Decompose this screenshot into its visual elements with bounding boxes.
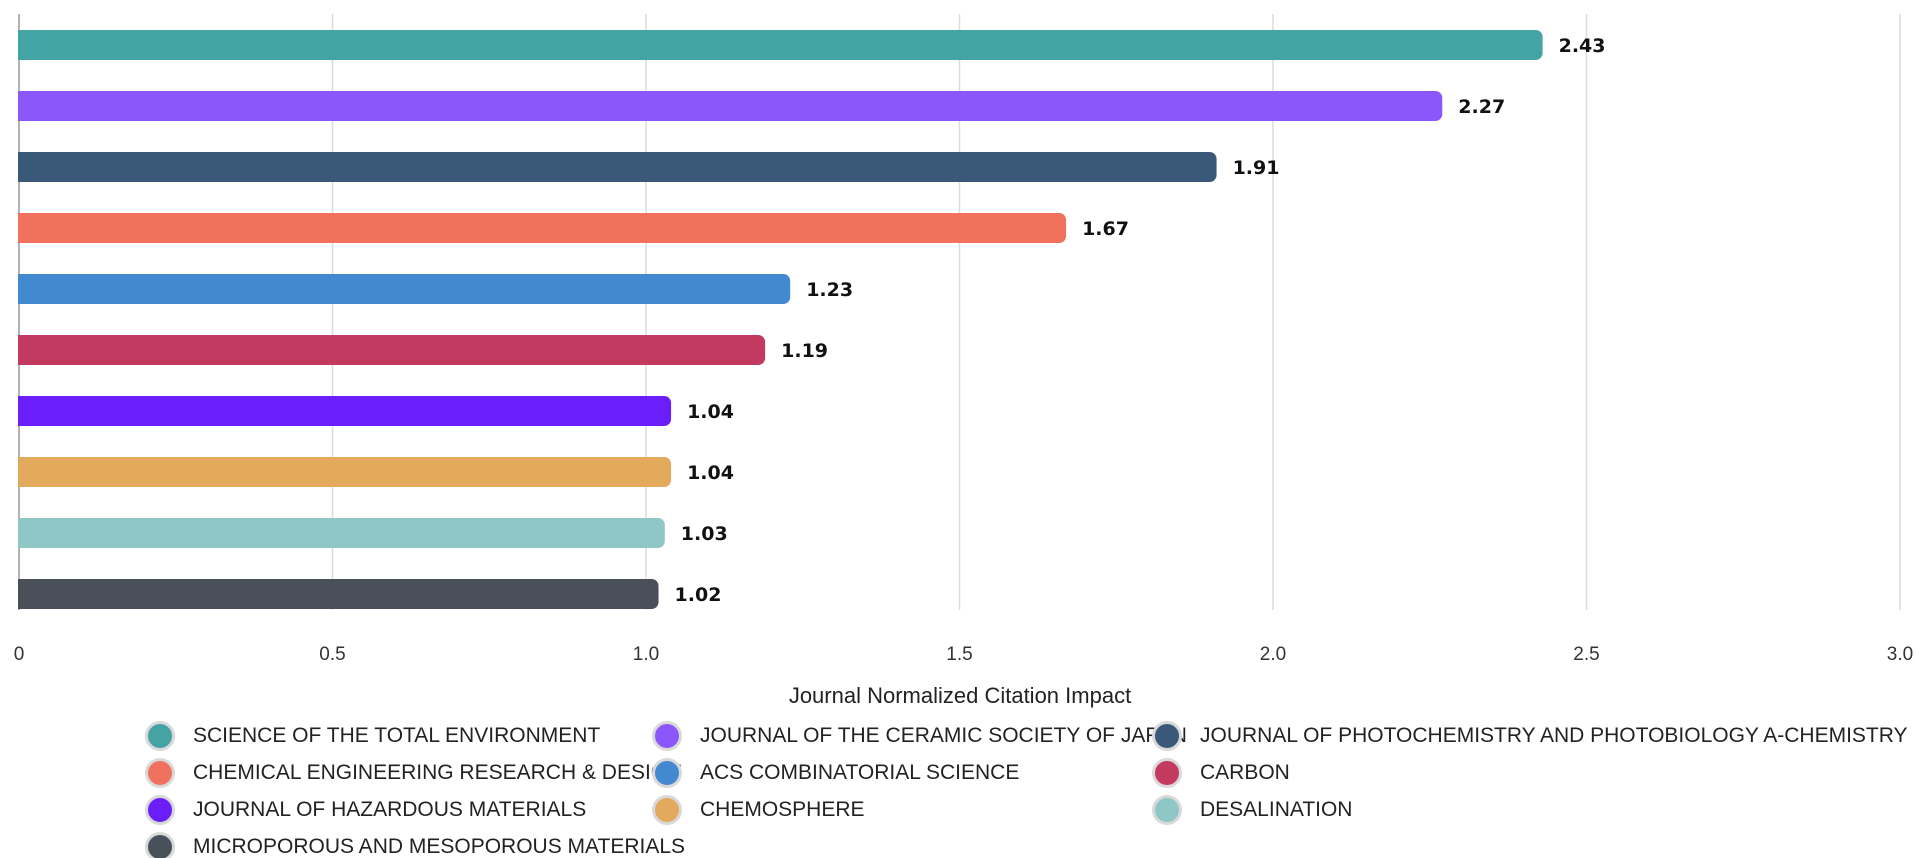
x-tick-label: 0.5 <box>319 644 345 665</box>
bar <box>18 335 766 365</box>
legend-item[interactable]: ACS COMBINATORIAL SCIENCE <box>652 755 1019 791</box>
legend-swatch <box>652 795 682 825</box>
bar-value-label: 2.43 <box>1559 35 1606 57</box>
bar-edge <box>18 335 28 365</box>
bars <box>18 30 1543 609</box>
bar-edge <box>18 518 28 548</box>
x-axis-title: Journal Normalized Citation Impact <box>789 683 1131 708</box>
legend-label: JOURNAL OF HAZARDOUS MATERIALS <box>193 798 587 821</box>
legend-label: SCIENCE OF THE TOTAL ENVIRONMENT <box>193 724 601 747</box>
legend-item[interactable]: JOURNAL OF PHOTOCHEMISTRY AND PHOTOBIOLO… <box>1152 718 1908 754</box>
bar-edge <box>18 91 28 121</box>
bar-edge <box>18 457 28 487</box>
legend-label: JOURNAL OF PHOTOCHEMISTRY AND PHOTOBIOLO… <box>1200 724 1908 747</box>
bar <box>18 396 672 426</box>
bar <box>18 152 1217 182</box>
legend-swatch <box>1152 795 1182 825</box>
legend-swatch <box>145 795 175 825</box>
bar-edge <box>18 30 28 60</box>
bar-value-label: 1.91 <box>1233 157 1280 179</box>
legend-label: CHEMICAL ENGINEERING RESEARCH & DESIGN <box>193 761 683 784</box>
legend-swatch <box>145 832 175 858</box>
x-tick-label: 2.0 <box>1260 644 1286 665</box>
bar <box>18 457 672 487</box>
bar <box>18 274 791 304</box>
legend-swatch <box>1152 758 1182 788</box>
legend-item[interactable]: CARBON <box>1152 755 1290 791</box>
bar-value-label: 1.19 <box>781 340 828 362</box>
bar <box>18 579 659 609</box>
legend-label: CHEMOSPHERE <box>700 798 865 821</box>
legend-item[interactable]: CHEMOSPHERE <box>652 792 865 828</box>
bar-edge <box>18 274 28 304</box>
legend-item[interactable]: JOURNAL OF HAZARDOUS MATERIALS <box>145 792 586 828</box>
bar-value-label: 1.67 <box>1082 218 1129 240</box>
legend-item[interactable]: MICROPOROUS AND MESOPOROUS MATERIALS <box>145 829 685 858</box>
legend-swatch <box>145 758 175 788</box>
value-labels: 2.43 2.27 1.91 1.67 1.23 1.19 1.04 1.04 1.03 1.02 <box>675 35 1606 606</box>
bar-value-label: 1.23 <box>806 279 853 301</box>
bar-value-label: 1.04 <box>687 401 734 423</box>
legend-item[interactable]: DESALINATION <box>1152 792 1352 828</box>
legend-label: MICROPOROUS AND MESOPOROUS MATERIALS <box>193 835 686 858</box>
x-tick-label: 3.0 <box>1887 644 1913 665</box>
bar <box>18 213 1067 243</box>
bar-value-label: 2.27 <box>1458 96 1505 118</box>
bar-edge <box>18 396 28 426</box>
x-tick-label: 2.5 <box>1573 644 1599 665</box>
legend-label: CARBON <box>1200 761 1290 784</box>
legend-swatch <box>652 758 682 788</box>
legend-item[interactable]: CHEMICAL ENGINEERING RESEARCH & DESIGN <box>145 755 682 791</box>
bar-value-label: 1.04 <box>687 462 734 484</box>
legend-swatch <box>652 721 682 751</box>
x-axis-ticks: 0 0.5 1.0 1.5 2.0 2.5 3.0 <box>14 644 1914 665</box>
bar-edge <box>18 213 28 243</box>
legend-item[interactable]: SCIENCE OF THE TOTAL ENVIRONMENT <box>145 718 600 754</box>
legend-swatch <box>145 721 175 751</box>
bar-edge <box>18 152 28 182</box>
x-tick-label: 0 <box>14 644 25 665</box>
bar <box>18 91 1443 121</box>
legend-label: DESALINATION <box>1200 798 1353 821</box>
legend-item[interactable]: JOURNAL OF THE CERAMIC SOCIETY OF JAPAN <box>652 718 1187 754</box>
legend-label: JOURNAL OF THE CERAMIC SOCIETY OF JAPAN <box>700 724 1187 747</box>
legend-label: ACS COMBINATORIAL SCIENCE <box>700 761 1020 784</box>
bar-value-label: 1.03 <box>681 523 728 545</box>
x-tick-label: 1.0 <box>633 644 659 665</box>
bar-edge <box>18 579 28 609</box>
bar-value-label: 1.02 <box>675 584 722 606</box>
bar <box>18 30 1543 60</box>
bar <box>18 518 665 548</box>
legend-swatch <box>1152 721 1182 751</box>
x-tick-label: 1.5 <box>946 644 972 665</box>
